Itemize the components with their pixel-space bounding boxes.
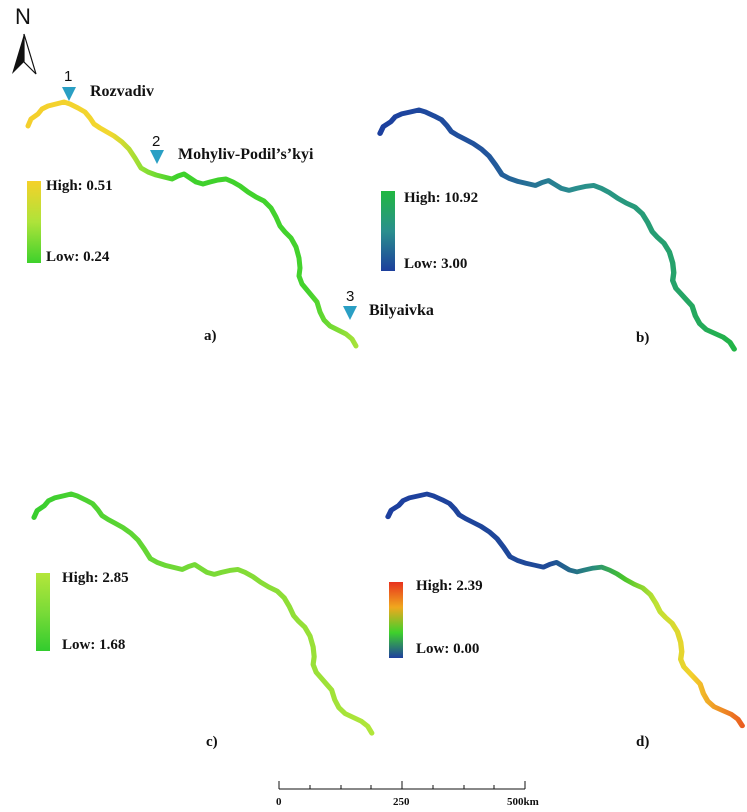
river-map-a: [28, 102, 356, 346]
panel-label-c: c): [206, 734, 218, 750]
site-number-2: 2: [152, 133, 161, 150]
site-marker-3: [343, 306, 357, 320]
site-name-1: Rozvadiv: [90, 83, 154, 100]
legend-high-b: High: 10.92: [404, 190, 479, 206]
scale-label-250: 250: [393, 796, 410, 808]
site-marker-1: [62, 87, 76, 101]
legend-bar-d: [389, 582, 403, 658]
river-map-d: [388, 494, 742, 726]
site-name-2: Mohyliv-Podil’s’kyi: [178, 146, 314, 163]
legend-bar-a: [27, 181, 41, 263]
scale-bar: [278, 781, 526, 790]
site-name-3: Bilyaivka: [369, 302, 434, 319]
site-number-1: 1: [64, 68, 73, 85]
site-marker-2: [150, 150, 164, 164]
north-label: N: [15, 4, 31, 29]
legend-low-d: Low: 0.00: [416, 641, 480, 657]
legend-bar-c: [36, 573, 50, 651]
legend-low-c: Low: 1.68: [62, 637, 126, 653]
panel-label-a: a): [204, 328, 217, 344]
scale-label-500km: 500km: [507, 796, 539, 808]
legend-high-c: High: 2.85: [62, 570, 129, 586]
legend-bar-b: [381, 191, 395, 271]
panel-label-d: d): [636, 734, 650, 750]
legend-high-a: High: 0.51: [46, 178, 113, 194]
panel-label-b: b): [636, 330, 650, 346]
scale-label-0: 0: [276, 796, 282, 808]
river-map-c: [34, 494, 372, 733]
north-arrow-icon: [12, 33, 37, 75]
site-number-3: 3: [346, 288, 355, 305]
legend-high-d: High: 2.39: [416, 578, 483, 594]
legend-low-b: Low: 3.00: [404, 256, 468, 272]
legend-low-a: Low: 0.24: [46, 249, 110, 265]
